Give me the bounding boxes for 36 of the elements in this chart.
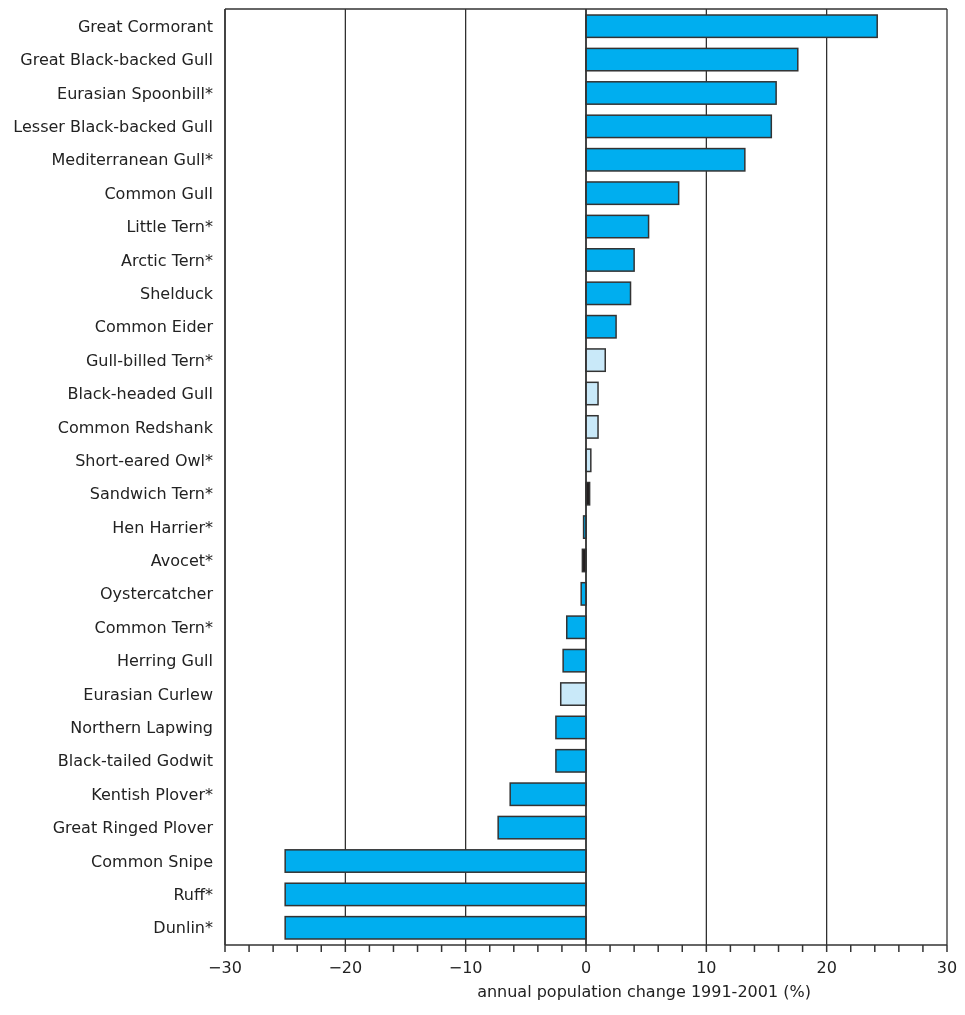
y-tick-label: Common Snipe [91,851,213,871]
y-tick-label: Eurasian Spoonbill* [57,83,213,103]
y-tick-label: Sandwich Tern* [89,484,213,504]
y-tick-label: Little Tern* [126,217,213,237]
y-tick-label: Lesser Black-backed Gull [13,116,213,136]
y-tick-label: Common Gull [104,183,213,203]
y-tick-label: Hen Harrier* [112,517,213,537]
x-tick-label: 10 [696,958,717,977]
y-tick-label: Kentish Plover* [91,784,213,804]
y-tick-label: Ruff* [173,885,213,905]
y-tick-label: Short-eared Owl* [75,450,213,470]
x-tick-label: 20 [816,958,837,977]
x-tick-label: −10 [448,958,483,977]
y-tick-label: Great Ringed Plover [52,818,214,838]
y-tick-label: Great Black-backed Gull [20,50,213,70]
y-tick-label: Great Cormorant [77,16,213,36]
y-tick-label: Dunlin* [153,918,213,938]
y-tick-label: Herring Gull [116,651,213,671]
y-tick-label: Eurasian Curlew [83,684,213,704]
y-tick-label: Northern Lapwing [70,718,213,738]
y-tick-label: Arctic Tern* [121,250,213,270]
x-tick-label: −30 [208,958,242,977]
y-tick-label: Common Eider [94,317,214,337]
x-tick-label: 30 [936,958,958,977]
y-tick-label: Avocet* [150,551,213,571]
x-tick-label: 0 [580,958,592,977]
y-tick-label: Oystercatcher [100,584,214,604]
y-tick-label: Shelduck [140,283,214,303]
y-tick-label: Black-headed Gull [67,384,213,404]
y-tick-label: Common Redshank [57,417,214,437]
y-tick-label: Mediterranean Gull* [51,150,213,170]
y-tick-label: Black-tailed Godwit [57,751,213,771]
y-tick-label: Gull-billed Tern* [85,350,213,370]
x-tick-label: −20 [328,958,363,977]
y-tick-label: Common Tern* [94,617,213,637]
x-axis-title: annual population change 1991-2001 (%) [477,982,811,1001]
